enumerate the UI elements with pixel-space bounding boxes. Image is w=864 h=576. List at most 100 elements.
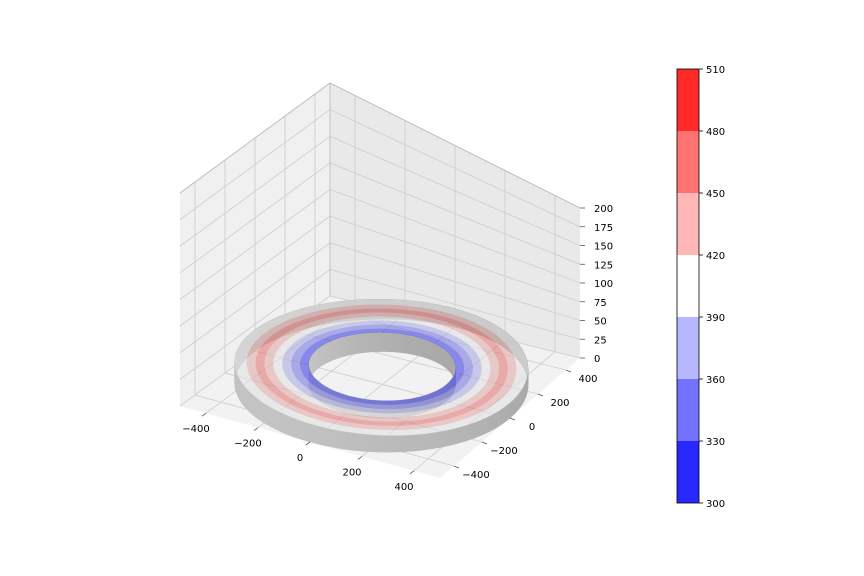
ring-outer-wall <box>345 431 356 451</box>
ring-outer-wall <box>254 396 261 421</box>
x-tick-mark <box>201 412 207 417</box>
colorbar-tick-label: 450 <box>706 189 725 200</box>
ring-outer-wall <box>301 420 311 443</box>
ring-inner-wall <box>330 339 335 362</box>
z-tick-label: 50 <box>594 317 607 328</box>
colorbar-tick-label: 300 <box>706 499 725 510</box>
ring-outer-wall <box>249 391 256 418</box>
y-tick-label: 400 <box>578 374 597 385</box>
ring-outer-wall <box>293 417 303 440</box>
colorbar-tick-label: 420 <box>706 251 725 262</box>
ring-inner-wall <box>345 335 351 357</box>
ring-inner-wall <box>433 342 438 363</box>
ring-inner-wall <box>337 336 342 359</box>
ring-inner-wall <box>436 344 441 365</box>
colorbar-level <box>677 69 699 131</box>
y-tick-mark <box>537 393 544 397</box>
colorbar-level <box>677 255 699 317</box>
ring-outer-wall <box>271 407 280 432</box>
ring-inner-wall <box>323 342 328 365</box>
ring-outer-wall <box>403 434 414 453</box>
z-tick-label: 25 <box>594 335 607 346</box>
colorbar-tick-label: 360 <box>706 375 725 386</box>
x-tick-label: −400 <box>182 424 209 435</box>
z-tick-label: 200 <box>594 204 613 215</box>
z-tick-label: 75 <box>594 298 607 309</box>
y-tick-label: −400 <box>462 470 489 481</box>
colorbar-level <box>677 131 699 193</box>
ring-outer-wall <box>327 428 338 449</box>
ring-inner-wall <box>414 336 420 357</box>
ring-inner-wall <box>445 349 449 371</box>
x-tick-mark <box>305 441 311 446</box>
y-tick-label: 200 <box>550 398 569 409</box>
ring-outer-wall <box>440 429 450 448</box>
ring-outer-wall <box>480 416 488 436</box>
z-tick-label: 175 <box>594 223 613 234</box>
ring-inner-wall <box>326 340 331 364</box>
x-tick-mark <box>253 427 259 431</box>
colorbar-tick-label: 330 <box>706 437 725 448</box>
y-tick-label: −200 <box>490 446 517 457</box>
ring-outer-wall <box>384 435 395 453</box>
ring-outer-wall <box>431 431 442 450</box>
ring-inner-wall <box>318 345 322 369</box>
ring-outer-wall <box>393 435 405 453</box>
colorbar-level <box>677 441 699 503</box>
ring-inner-wall <box>333 338 339 361</box>
ring-inner-wall <box>349 334 355 356</box>
z-tick-label: 100 <box>594 279 613 290</box>
ring-shading <box>234 299 529 436</box>
ring-inner-wall <box>320 343 325 367</box>
x-tick-mark <box>357 456 363 460</box>
ring-inner-wall <box>391 332 397 353</box>
ring-inner-wall <box>400 333 407 354</box>
ring-surface <box>234 298 529 453</box>
ring-outer-wall <box>457 425 467 444</box>
y-tick-mark <box>509 417 516 421</box>
y-tick-mark <box>453 465 460 469</box>
y-tick-label: 0 <box>529 422 535 433</box>
ring-outer-wall <box>465 422 474 442</box>
ring-outer-wall <box>318 425 328 447</box>
ring-inner-wall <box>430 341 435 362</box>
ring-inner-wall <box>386 332 393 353</box>
colorbar-level <box>677 379 699 441</box>
z-tick-label: 125 <box>594 260 613 271</box>
colorbar-level <box>677 193 699 255</box>
ring-inner-wall <box>396 333 402 353</box>
y-tick-mark <box>481 441 488 445</box>
ring-inner-wall <box>341 336 347 358</box>
colorbar-tick-label: 390 <box>706 313 725 324</box>
ring-outer-wall <box>412 433 423 452</box>
y-tick-mark <box>565 369 572 373</box>
ring-inner-wall <box>316 347 320 371</box>
ring-inner-wall <box>422 338 428 359</box>
ring-outer-wall <box>309 423 320 445</box>
ring-inner-wall <box>367 332 374 353</box>
colorbar: 300 330 360 390 420 450 480 510 <box>676 65 725 510</box>
x-tick-label: 200 <box>342 467 361 478</box>
ring-outer-wall <box>265 404 273 428</box>
ring-outer-wall <box>449 427 459 446</box>
x-tick-label: 0 <box>297 453 303 464</box>
ring-inner-wall <box>353 333 360 355</box>
ring-inner-wall <box>439 346 444 367</box>
ring-inner-wall <box>377 332 383 352</box>
colorbar-frame <box>676 68 700 504</box>
axes-ticks: −400 −200 0 200 400 −400 −200 0 200 400 0 25 50 75 100… <box>182 204 613 493</box>
ring-outer-wall <box>364 434 376 453</box>
ring-inner-wall <box>409 335 415 356</box>
ring-inner-wall <box>442 347 446 369</box>
ring-inner-wall <box>381 332 388 352</box>
ring-outer-wall <box>285 414 295 438</box>
ring-outer-wall <box>374 434 385 453</box>
ring-inner-wall <box>363 332 369 353</box>
colorbar-tick-label: 480 <box>706 127 725 138</box>
ring-outer-wall <box>242 383 247 410</box>
colorbar-tick-label: 510 <box>706 65 725 76</box>
ring-outer-wall <box>259 400 267 425</box>
ring-outer-wall <box>355 432 366 452</box>
ring-inner-wall <box>358 333 364 354</box>
